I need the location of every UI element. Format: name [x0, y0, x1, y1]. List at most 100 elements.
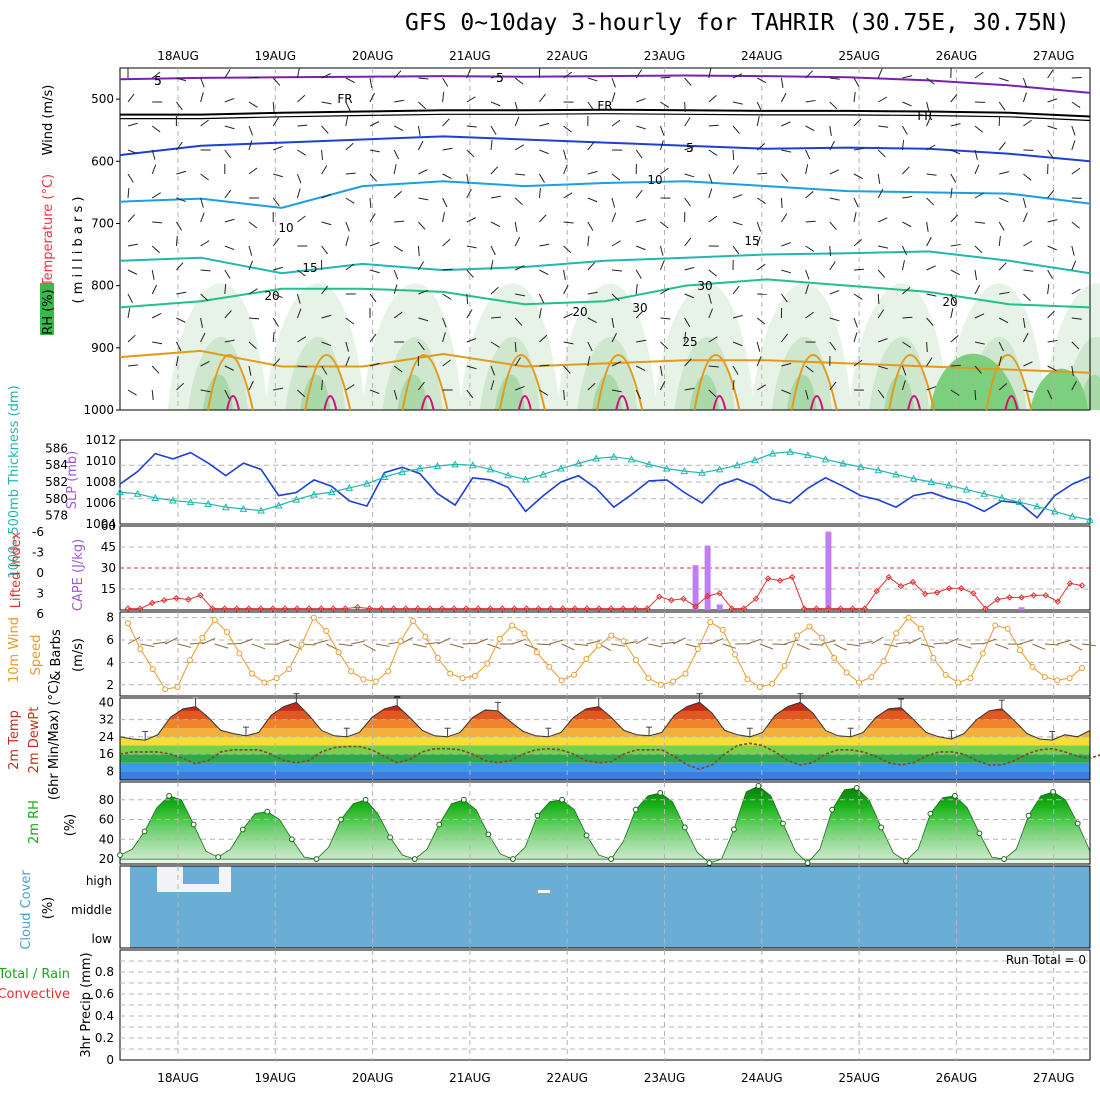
wind-barb — [224, 310, 232, 319]
wind-barb — [176, 262, 184, 271]
ytick-rh-20: 20 — [99, 852, 114, 866]
wind-barb — [756, 263, 766, 271]
lifted-index-point — [1006, 594, 1013, 601]
wind-barb — [684, 266, 695, 271]
wind-speed-point — [174, 684, 181, 691]
wind-speed-point — [880, 658, 887, 665]
wind-barb — [514, 77, 524, 85]
wind-barb — [539, 364, 550, 367]
wind-barb — [878, 125, 889, 128]
wind-barb — [248, 125, 254, 136]
wind-speed-point — [496, 635, 503, 642]
wind-barb — [1023, 173, 1032, 181]
ytick-slp-1012: 1012 — [85, 433, 116, 447]
panel-frame-t2m — [119, 697, 1091, 781]
wind-barb — [821, 640, 836, 645]
wind-barb — [877, 96, 888, 103]
cape-bar — [716, 604, 723, 610]
rh-point — [706, 860, 713, 866]
isotherm-30-peak — [517, 395, 532, 411]
wind-barb — [152, 341, 163, 345]
wind-barb — [1022, 197, 1027, 208]
isotherm-30-peak — [323, 395, 338, 411]
wind-barb — [1047, 389, 1053, 400]
ytick-rh-80: 80 — [99, 793, 114, 807]
lifted-index-point — [1042, 592, 1049, 599]
wind-speed-point — [571, 671, 578, 678]
wind-barb — [224, 269, 231, 279]
thickness-point — [468, 461, 477, 469]
wind-barb — [200, 212, 205, 223]
wind-barb — [708, 269, 717, 277]
wind-barb — [829, 381, 837, 391]
cloud-gap-small — [538, 890, 550, 893]
thickness-point — [204, 499, 213, 507]
wind-speed-point — [447, 670, 454, 677]
wind-barb — [1071, 317, 1082, 320]
wind-barb — [587, 262, 595, 271]
wind-barb — [490, 101, 501, 107]
cape-bar — [1018, 607, 1025, 610]
date-top-19AUG: 19AUG — [255, 49, 297, 63]
lifted-index-point — [813, 605, 820, 612]
wind-barb — [853, 118, 862, 127]
wind-speed-point — [893, 630, 900, 637]
isotherm-label-FR: FR — [917, 109, 932, 123]
ytick-precip-0.4: 0.4 — [95, 1009, 114, 1023]
wind-speed-point — [632, 657, 639, 664]
wind-barb — [781, 242, 791, 247]
wind-barb — [490, 195, 501, 199]
wind-barb — [466, 173, 470, 184]
wind-barb — [1071, 288, 1081, 295]
isotherm-label-30: 30 — [697, 279, 712, 293]
wind-barb — [151, 365, 160, 374]
thickness-point — [327, 488, 336, 496]
wind-barb — [490, 316, 502, 319]
isotherm-30-peak — [907, 395, 922, 411]
wind-barb — [273, 173, 283, 178]
wind-barb — [417, 245, 420, 257]
wind-barb — [732, 245, 740, 255]
wind-barb — [877, 149, 886, 158]
wind-barb — [684, 173, 695, 178]
rh-point — [681, 824, 688, 831]
wind-barb — [224, 189, 232, 199]
wind-barb — [248, 167, 258, 175]
wind-barb — [176, 170, 187, 175]
wind-barb — [926, 317, 934, 326]
wind-barb — [805, 284, 810, 295]
thickness-point — [380, 472, 389, 480]
wind-barb — [563, 221, 574, 224]
wind-barb — [926, 341, 928, 353]
wind-barb — [708, 308, 714, 319]
wind-barb — [659, 365, 663, 376]
wind-speed-point — [583, 656, 590, 663]
wind-barb — [297, 336, 307, 343]
wind-barb — [1071, 167, 1081, 175]
wind-barb — [781, 121, 791, 127]
isotherm-30-peak — [226, 395, 240, 411]
wind-barb — [549, 639, 563, 645]
wind-barb — [1071, 245, 1075, 256]
wind-barb — [759, 643, 774, 650]
date-bottom-20AUG: 20AUG — [352, 1071, 394, 1085]
wind-barb — [127, 334, 136, 343]
date-bottom-19AUG: 19AUG — [255, 1071, 297, 1085]
ylabel-2m-dewpt: 2m DewPt — [27, 707, 42, 774]
wind-barb — [853, 239, 862, 247]
lifted-index-point — [281, 605, 289, 612]
rh-point — [976, 830, 983, 837]
wind-barb — [902, 341, 912, 348]
wind-barb — [273, 145, 283, 151]
wind-barb — [635, 310, 644, 319]
wind-barb — [369, 213, 376, 223]
lifted-index-point — [342, 605, 349, 612]
rh-point — [731, 826, 737, 833]
wind-barb — [442, 359, 451, 367]
wind-barb — [877, 269, 886, 278]
wind-barb — [200, 361, 210, 367]
ytick-thickness-580: 580 — [45, 492, 68, 506]
wind-barb — [660, 341, 669, 350]
wind-speed-point — [843, 669, 850, 676]
ytick-precip-0.2: 0.2 — [95, 1031, 114, 1045]
